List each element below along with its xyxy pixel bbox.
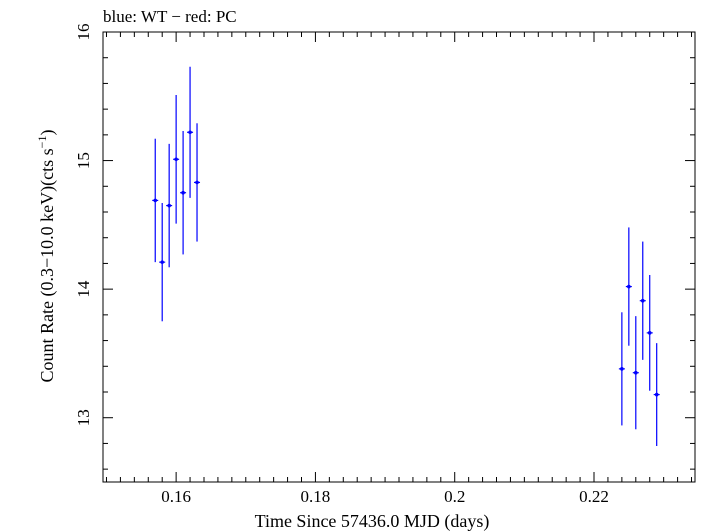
data-points (152, 66, 660, 446)
y-tick-label: 15 (74, 152, 93, 169)
point-marker (620, 367, 624, 371)
data-point (152, 138, 159, 263)
data-point (618, 312, 625, 426)
point-marker (174, 157, 178, 162)
x-tick-label: 0.22 (579, 487, 609, 506)
point-marker (153, 198, 158, 203)
x-axis-title: Time Since 57436.0 MJD (days) (255, 511, 490, 532)
data-point (646, 275, 653, 391)
point-marker (188, 130, 192, 135)
data-point (639, 241, 646, 360)
y-tick-label: 13 (74, 409, 93, 426)
y-axis-title-superscript: −1 (35, 136, 49, 149)
x-axis: 0.16 0.18 0.2 0.22 (105, 32, 693, 506)
point-marker (167, 203, 171, 208)
point-marker (654, 392, 659, 397)
point-marker (640, 298, 645, 303)
x-tick-label: 0.18 (301, 487, 331, 506)
y-tick-label: 14 (74, 280, 93, 298)
y-axis: 13 14 15 16 (74, 24, 695, 470)
point-marker (160, 260, 164, 264)
chart-title: blue: WT − red: PC (103, 7, 237, 26)
data-point (653, 343, 660, 446)
data-point (187, 66, 194, 198)
plot-frame (102, 31, 696, 483)
point-marker (647, 331, 652, 335)
data-point (625, 227, 632, 346)
data-point (159, 203, 166, 322)
data-point (180, 131, 187, 255)
data-point (173, 95, 180, 224)
y-axis-title-end: ) (37, 130, 58, 136)
point-marker (195, 180, 199, 185)
x-tick-label: 0.2 (444, 487, 465, 506)
data-point (632, 316, 639, 430)
x-tick-label: 0.16 (161, 487, 191, 506)
point-marker (627, 284, 631, 289)
y-tick-label: 16 (74, 24, 93, 41)
point-marker (181, 190, 185, 195)
y-axis-title: Count Rate (0.3−10.0 keV)(cts s−1) (35, 130, 58, 383)
y-axis-title-main: Count Rate (0.3−10.0 keV)(cts s (37, 148, 58, 382)
data-point (166, 143, 173, 268)
point-marker (634, 370, 638, 375)
data-point (194, 123, 201, 242)
